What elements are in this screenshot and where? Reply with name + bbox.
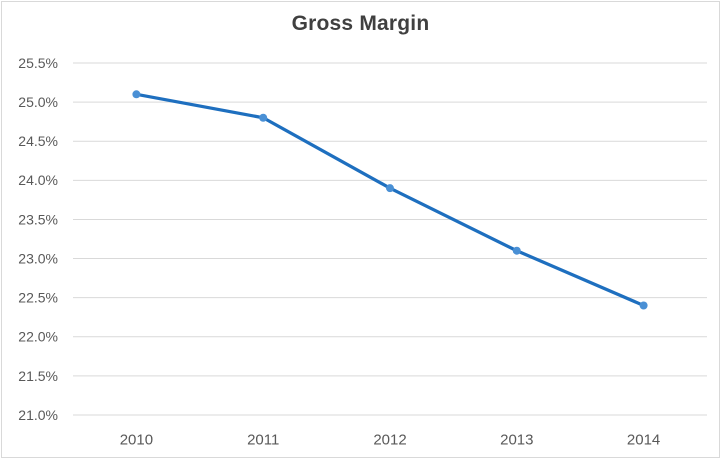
y-axis-tick-label: 21.5% [18,368,58,384]
y-axis-tick-label: 23.5% [18,211,58,227]
y-axis-tick-label: 24.5% [18,133,58,149]
y-axis-tick-label: 21.0% [18,407,58,423]
gridlines-group [73,62,707,416]
data-point-marker [386,184,394,193]
y-axis-tick-label: 25.5% [18,55,58,71]
chart-title: Gross Margin [291,12,430,35]
data-series-group [132,90,648,310]
data-point-marker [512,246,521,255]
x-axis-tick-label: 2010 [120,431,153,448]
x-axis-tick-label: 2014 [627,431,660,448]
x-axis-tick-label: 2013 [500,431,533,448]
data-point-marker [639,301,648,310]
y-axis-tick-label: 25.0% [18,94,58,110]
data-point-marker [132,90,141,99]
y-axis-tick-label: 23.0% [18,250,58,266]
x-axis-tick-label: 2011 [247,431,279,448]
y-axis-tick-label: 22.0% [18,329,58,345]
x-axis-tick-labels: 2010 2011 2012 2013 2014 [120,431,661,448]
data-line [134,92,646,308]
data-point-marker [259,113,268,122]
y-axis-tick-label: 24.0% [18,172,58,188]
y-axis-tick-labels: 25.5% 25.0% 24.5% 24.0% 23.5% 23.0% 22.5% 22.0%… [18,55,58,423]
y-axis-tick-label: 22.5% [18,290,58,306]
x-axis-tick-label: 2012 [373,431,406,448]
